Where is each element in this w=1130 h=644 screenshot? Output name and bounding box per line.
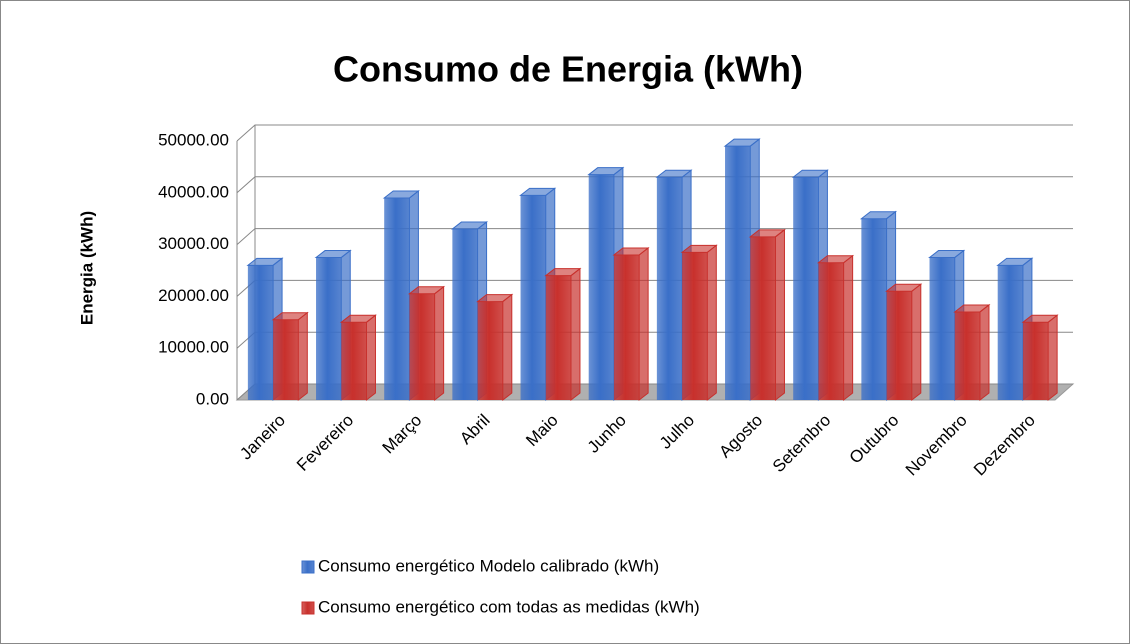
bar-top: [723, 138, 761, 147]
bar-top: [680, 244, 718, 253]
bar-side: [979, 303, 990, 402]
bar: [520, 195, 546, 400]
y-tick-label: 30000.00: [158, 234, 229, 253]
bar-top: [859, 211, 898, 220]
bar-top: [612, 247, 650, 256]
bar-top: [791, 169, 829, 178]
bar-top: [339, 314, 377, 323]
bar: [452, 229, 478, 400]
chart-title: Consumo de Energia (kWh): [333, 49, 803, 90]
bar-top: [544, 268, 582, 277]
bar-top: [476, 294, 514, 303]
bar-top: [407, 286, 446, 295]
bar: [997, 265, 1023, 400]
bar-top: [748, 229, 786, 238]
bar-top: [655, 169, 693, 178]
bar: [793, 177, 819, 400]
bar-top: [928, 250, 966, 259]
bar: [886, 291, 912, 400]
bar: [656, 177, 683, 400]
bar: [341, 322, 367, 400]
bar-top: [587, 167, 625, 176]
bar: [725, 146, 751, 400]
y-tick-label: 40000.00: [158, 182, 229, 201]
bar: [682, 252, 708, 400]
bar: [954, 311, 980, 400]
bar-top: [953, 304, 991, 313]
bar-top: [885, 283, 923, 292]
bar: [273, 319, 299, 400]
y-tick-label: 50000.00: [158, 130, 229, 149]
bar: [545, 275, 571, 400]
bar-top: [314, 250, 352, 259]
bar-top: [271, 312, 309, 321]
legend-label: Consumo energético Modelo calibrado (kWh…: [318, 556, 659, 575]
bar-side: [297, 311, 308, 402]
bar-top: [246, 257, 284, 266]
bar-side: [365, 314, 376, 402]
legend-swatch: [301, 601, 315, 615]
grid-line: [236, 124, 1073, 142]
bar: [409, 293, 435, 400]
legend-swatch: [301, 560, 315, 574]
bar: [861, 218, 887, 400]
bar: [588, 174, 614, 400]
bar: [477, 301, 503, 400]
bar-side: [706, 244, 717, 402]
y-axis-title: Energia (kWh): [77, 211, 96, 325]
bar-top: [382, 190, 420, 199]
y-tick-label: 20000.00: [158, 286, 229, 305]
bar: [750, 236, 776, 400]
bar-side: [434, 285, 445, 402]
bar-side: [911, 283, 922, 402]
bar: [247, 265, 274, 400]
y-tick-label: 0.00: [196, 389, 229, 408]
bar-side: [1047, 314, 1058, 402]
bar: [384, 197, 410, 400]
y-tick-label: 10000.00: [158, 338, 229, 357]
bar-top: [450, 221, 489, 230]
bar-top: [1021, 314, 1059, 323]
bar-side: [843, 254, 854, 402]
bar-side: [502, 293, 513, 402]
bar-top: [816, 255, 855, 264]
bar-side: [638, 246, 649, 402]
bar-top: [519, 187, 557, 196]
bar: [929, 257, 955, 400]
legend-label: Consumo energético com todas as medidas …: [318, 597, 700, 616]
bar: [1022, 322, 1049, 400]
bar: [316, 257, 342, 400]
bar-side: [570, 267, 581, 402]
bar: [818, 262, 844, 400]
bar-top: [996, 257, 1034, 266]
bar-side: [774, 228, 785, 402]
bar: [613, 254, 640, 400]
